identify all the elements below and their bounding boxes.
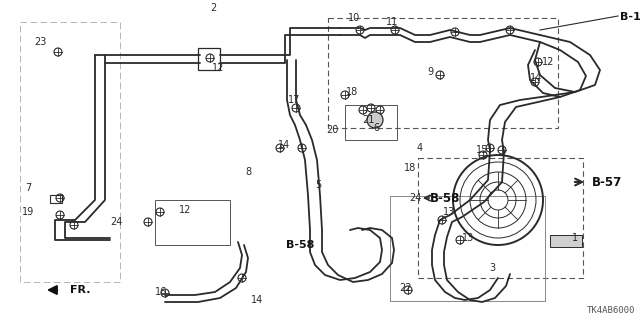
- Text: 24: 24: [409, 193, 421, 203]
- Text: 2: 2: [210, 3, 216, 13]
- Text: 11: 11: [386, 17, 398, 27]
- Text: B-17-20: B-17-20: [620, 12, 640, 22]
- Text: 23: 23: [34, 37, 46, 47]
- Text: FR.: FR.: [70, 285, 90, 295]
- Text: 24: 24: [110, 217, 122, 227]
- Text: 6: 6: [373, 123, 379, 133]
- Text: 3: 3: [489, 263, 495, 273]
- Bar: [390, 196, 545, 301]
- Bar: [550, 235, 582, 247]
- Text: 9: 9: [427, 67, 433, 77]
- Text: 12: 12: [179, 205, 191, 215]
- Text: 5: 5: [315, 180, 321, 190]
- Text: 7: 7: [25, 183, 31, 193]
- Text: 13: 13: [462, 233, 474, 243]
- Bar: [20, 22, 120, 282]
- Bar: [418, 158, 583, 278]
- Text: 16: 16: [155, 287, 167, 297]
- Bar: [198, 48, 220, 70]
- Text: B-58: B-58: [430, 191, 460, 204]
- Bar: [155, 200, 230, 245]
- Text: 18: 18: [404, 163, 416, 173]
- Bar: [345, 105, 397, 140]
- Text: 20: 20: [326, 125, 338, 135]
- Text: TK4AB6000: TK4AB6000: [587, 306, 635, 315]
- Text: 10: 10: [348, 13, 360, 23]
- Text: 14: 14: [278, 140, 290, 150]
- Text: 8: 8: [245, 167, 251, 177]
- Bar: [50, 195, 62, 203]
- Text: 19: 19: [22, 207, 34, 217]
- Text: 12: 12: [542, 57, 554, 67]
- Text: 4: 4: [417, 143, 423, 153]
- Text: 14: 14: [251, 295, 263, 305]
- Text: 22: 22: [399, 283, 412, 293]
- Text: 13: 13: [443, 207, 455, 217]
- Text: 17: 17: [288, 95, 300, 105]
- Text: 15: 15: [476, 145, 488, 155]
- Text: B-57: B-57: [592, 175, 622, 188]
- Text: B-58: B-58: [286, 240, 314, 250]
- Text: 21: 21: [362, 115, 374, 125]
- Bar: [328, 18, 558, 128]
- Text: 14: 14: [530, 73, 542, 83]
- Text: 18: 18: [346, 87, 358, 97]
- Text: 1: 1: [572, 233, 578, 243]
- Circle shape: [367, 112, 383, 128]
- Text: 12: 12: [212, 63, 224, 73]
